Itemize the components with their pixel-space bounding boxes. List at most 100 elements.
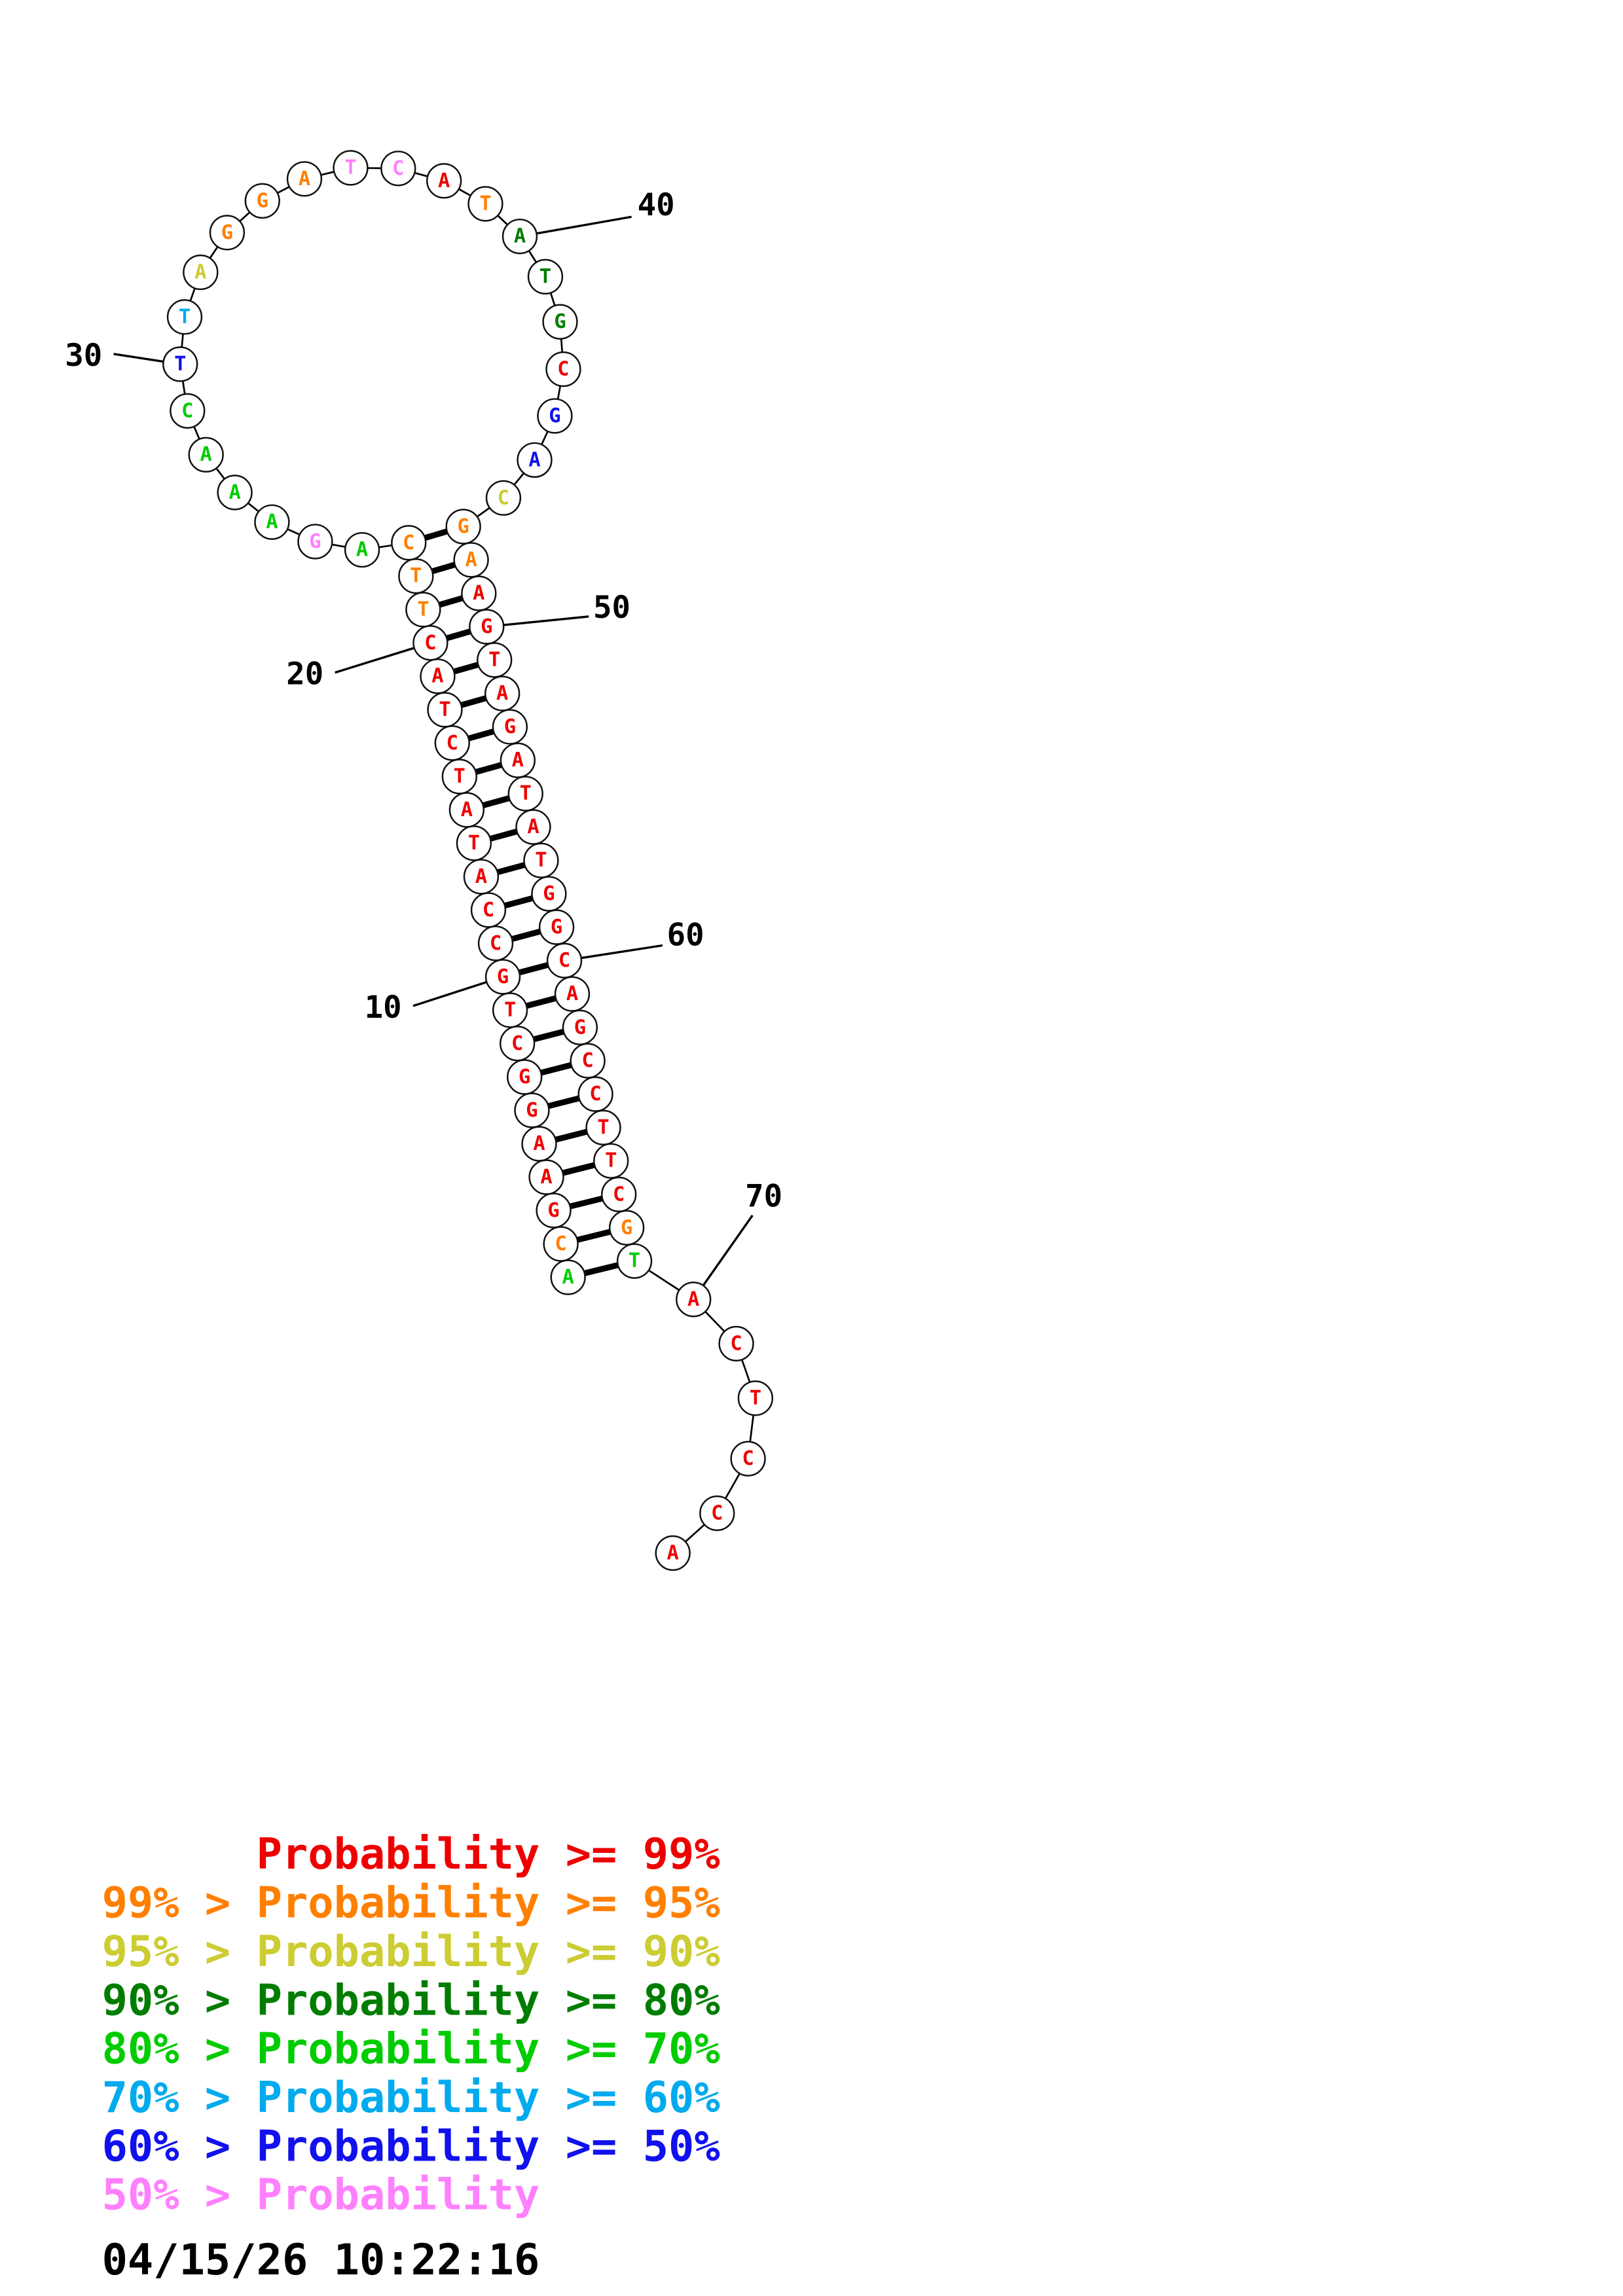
nucleotide-letter: A (475, 865, 487, 888)
nucleotide-circle (730, 1441, 766, 1477)
nucleotide-circle (521, 1126, 557, 1162)
nucleotide-circle (507, 1059, 543, 1095)
nucleotide-circle (542, 304, 578, 340)
nucleotide-circle (484, 675, 520, 711)
nucleotide-letter: A (356, 539, 368, 562)
nucleotide-circle (286, 161, 323, 197)
legend-line-p50: 60% > Probability >= 50% (102, 2121, 720, 2171)
nucleotide-circle (453, 542, 489, 578)
nucleotide-letter: C (581, 1049, 593, 1072)
position-label: 70 (745, 1178, 782, 1214)
nucleotide-letter: C (403, 531, 414, 554)
nucleotide-letter: G (549, 404, 560, 427)
nucleotide-letter: G (309, 530, 321, 553)
nucleotide-circle (601, 1176, 637, 1213)
nucleotide-letter: C (589, 1083, 601, 1105)
legend-line-p80: 90% > Probability >= 80% (102, 1975, 720, 2025)
nucleotide-circle (469, 609, 505, 645)
nucleotide-letter: C (558, 949, 570, 972)
nucleotide-circle (405, 592, 441, 628)
nucleotide-letter: C (447, 732, 458, 755)
nucleotide-circle (456, 825, 492, 861)
legend: Probability >= 99% 99% > Probability >= … (102, 1829, 720, 2285)
nucleotide-letter: A (200, 443, 212, 466)
nucleotide-letter: T (468, 832, 480, 855)
nucleotide-circle (501, 219, 538, 255)
nucleotide-circle (434, 725, 470, 761)
nucleotide-circle (699, 1495, 735, 1532)
nucleotide-letter: C (557, 358, 569, 381)
nucleotide-letter: T (174, 353, 186, 376)
nucleotide-letter: A (461, 798, 473, 821)
nucleotide-circle (546, 942, 583, 978)
nucleotide-circle (585, 1109, 621, 1145)
nucleotide-circle (380, 151, 416, 187)
position-label: 50 (593, 590, 630, 626)
nucleotide-circle (484, 959, 521, 995)
nucleotide-circle (183, 254, 219, 291)
position-label-line (519, 215, 632, 238)
nucleotide-letter: T (454, 765, 465, 788)
nucleotide-circle (463, 859, 500, 895)
nucleotide-circle (217, 475, 253, 511)
nucleotide-letter: A (431, 665, 443, 688)
nucleotide-circle (676, 1282, 712, 1318)
nucleotide-letter: G (257, 189, 268, 212)
nucleotide-circle (537, 398, 573, 434)
nucleotide-letter: C (181, 399, 193, 422)
nucleotide-letter: T (504, 999, 516, 1022)
nucleotide-letter: T (179, 306, 191, 329)
nucleotide-letter: C (511, 1032, 523, 1055)
nucleotide-circle (477, 925, 514, 961)
legend-line-p60: 70% > Probability >= 60% (102, 2073, 720, 2123)
nucleotide-circle (448, 792, 485, 828)
nucleotide-circle (254, 504, 290, 540)
nucleotide-circle (420, 658, 456, 694)
nucleotide-circle (427, 692, 463, 728)
nucleotide-letter: T (344, 156, 356, 179)
position-label-lines (113, 215, 754, 1300)
nucleotide-circle (467, 186, 503, 222)
nucleotide-letter: T (629, 1249, 640, 1272)
nucleotide-circle (538, 909, 575, 945)
nucleotide-letter: C (742, 1447, 754, 1470)
nucleotide-letter: T (488, 649, 500, 672)
position-label: 30 (65, 338, 102, 374)
nucleotide-letter: T (597, 1116, 609, 1139)
nucleotide-circle (577, 1076, 613, 1112)
nucleotide-letter: A (465, 548, 477, 571)
nucleotide-letter: A (512, 749, 524, 772)
nucleotide-circle (492, 992, 528, 1028)
nucleotide-circle (166, 299, 203, 335)
nucleotide-circle (718, 1325, 754, 1362)
nucleotide-circle (461, 575, 497, 611)
nucleotide-circle (523, 842, 559, 878)
nucleotide-letter: A (266, 511, 278, 533)
legend-line-p95: 99% > Probability >= 95% (102, 1878, 720, 1928)
position-labels: 10 20 30 40 50 60 70 (65, 187, 782, 1214)
nucleotide-letter: G (554, 310, 566, 333)
nucleotide-letter: C (392, 157, 404, 180)
nucleotide-circle (441, 759, 477, 795)
nucleotide-letter: G (504, 715, 516, 738)
nucleotide-letter: C (424, 632, 436, 655)
position-label: 40 (638, 187, 675, 223)
nucleotide-circle (412, 625, 448, 661)
nucleotide-circle (344, 531, 380, 568)
nucleotide-letter: G (519, 1066, 530, 1088)
nucleotide-circle (477, 642, 513, 678)
nucleotide-letter: A (562, 1266, 574, 1289)
nucleotide-circle (737, 1380, 774, 1416)
nucleotide-letter: A (228, 481, 240, 504)
nucleotide-circle (244, 183, 280, 219)
nucleotide-letter: G (221, 221, 233, 244)
nucleotide-circle (655, 1535, 691, 1571)
nucleotide-letter: T (417, 598, 429, 621)
position-label: 20 (286, 656, 323, 692)
nucleotide-circle (470, 892, 507, 928)
nucleotide-letter: A (687, 1288, 699, 1311)
position-label: 10 (365, 990, 402, 1026)
nucleotide-circle (550, 1259, 586, 1295)
nucleotide-circle (517, 442, 553, 478)
